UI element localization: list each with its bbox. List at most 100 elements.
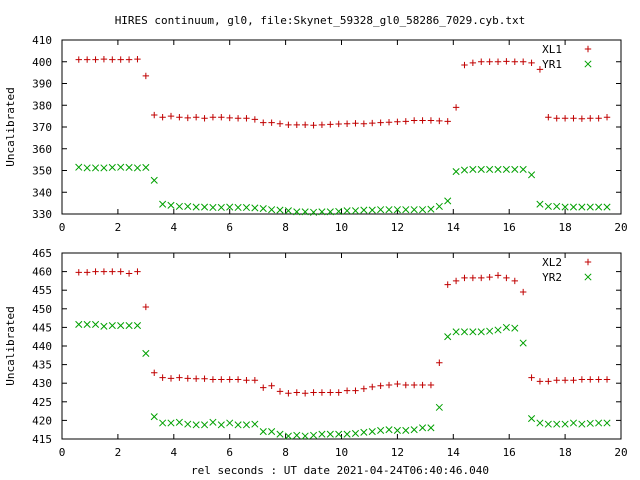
- data-point: [268, 206, 276, 214]
- data-point: [419, 206, 427, 214]
- data-point: [595, 203, 603, 211]
- data-point: [477, 165, 485, 173]
- data-point: [587, 376, 594, 383]
- data-point: [150, 176, 158, 184]
- data-point: [318, 121, 326, 129]
- data-point: [217, 203, 225, 212]
- data-point: [528, 59, 535, 67]
- data-point: [494, 326, 502, 334]
- data-point: [151, 111, 158, 119]
- data-point: [285, 121, 292, 129]
- data-point: [301, 432, 309, 440]
- data-point: [586, 203, 594, 211]
- data-point: [201, 115, 208, 122]
- data-point: [217, 421, 225, 429]
- data-point: [553, 420, 561, 428]
- data-point: [436, 359, 443, 366]
- data-point: [377, 382, 384, 390]
- data-point: [109, 56, 116, 63]
- data-point: [285, 390, 292, 397]
- data-point: [444, 333, 452, 341]
- data-point: [360, 428, 368, 436]
- data-point: [226, 203, 234, 211]
- chart-title: HIRES continuum, gl0, file:Skynet_59328_…: [115, 14, 526, 27]
- data-point: [511, 324, 519, 332]
- data-point: [242, 203, 251, 212]
- data-point: [293, 389, 300, 396]
- data-point: [134, 55, 141, 63]
- data-point: [326, 430, 334, 438]
- data-point: [377, 206, 385, 214]
- data-point: [100, 268, 108, 275]
- data-point: [578, 420, 586, 428]
- data-point: [142, 163, 150, 172]
- data-point: [125, 56, 133, 63]
- legend-label: YR2: [542, 271, 562, 284]
- data-point: [268, 382, 275, 390]
- data-point: [460, 166, 469, 174]
- bottom-y-tick-label: 430: [32, 377, 52, 390]
- data-point: [427, 117, 435, 124]
- legend-marker: [584, 273, 592, 281]
- data-point: [108, 163, 116, 172]
- bottom-y-tick-label: 460: [32, 266, 52, 279]
- bottom-y-tick-label: 465: [32, 247, 52, 260]
- data-point: [209, 203, 217, 212]
- data-point: [511, 165, 519, 173]
- data-point: [260, 119, 267, 126]
- data-point: [553, 115, 560, 122]
- data-point: [360, 120, 368, 127]
- data-point: [335, 120, 342, 128]
- bottom-x-tick-label: 6: [226, 446, 233, 459]
- data-point: [234, 376, 242, 383]
- top-x-tick-label: 4: [170, 221, 177, 234]
- data-point: [200, 421, 209, 429]
- data-point: [184, 202, 192, 210]
- top-y-tick-label: 400: [32, 56, 52, 69]
- data-point: [553, 377, 560, 384]
- bottom-x-tick-label: 4: [170, 446, 177, 459]
- bottom-x-tick-label: 18: [558, 446, 571, 459]
- bottom-series-xl2: [75, 268, 611, 397]
- data-point: [83, 164, 91, 172]
- top-y-tick-label: 370: [32, 121, 52, 134]
- data-point: [251, 116, 259, 123]
- data-point: [519, 339, 527, 347]
- data-point: [318, 208, 326, 216]
- data-point: [100, 55, 108, 63]
- bottom-panel: 0 2 4 6 8 10 12 14 16 18 20 415 420 425 430 435 440 445 45…: [4, 247, 628, 459]
- data-point: [276, 388, 284, 395]
- bottom-x-tick-label: 20: [614, 446, 627, 459]
- data-point: [394, 118, 401, 125]
- bottom-plot-frame: [61, 252, 622, 440]
- data-point: [385, 206, 393, 214]
- data-point: [603, 114, 611, 121]
- data-point: [100, 164, 108, 172]
- data-point: [452, 168, 460, 176]
- data-point: [519, 165, 527, 173]
- data-point: [259, 205, 267, 213]
- bottom-y-tick-label: 435: [32, 359, 52, 372]
- data-point: [570, 377, 577, 384]
- data-point: [159, 419, 167, 427]
- bottom-x-tick-label: 10: [335, 446, 348, 459]
- data-point: [477, 328, 485, 336]
- data-point: [511, 58, 518, 65]
- data-point: [511, 277, 518, 285]
- legend-marker: [584, 258, 592, 266]
- bottom-x-tick-label: 16: [503, 446, 516, 459]
- top-x-tick-label: 6: [226, 221, 233, 234]
- data-point: [561, 203, 569, 211]
- data-point: [452, 328, 460, 336]
- data-point: [486, 165, 494, 173]
- data-point: [151, 369, 158, 376]
- data-point: [494, 272, 502, 279]
- data-point: [536, 378, 544, 385]
- data-point: [117, 56, 124, 63]
- data-point: [276, 206, 284, 214]
- top-x-tick-label: 12: [391, 221, 404, 234]
- data-point: [502, 165, 510, 173]
- data-point: [301, 208, 309, 216]
- data-point: [578, 115, 586, 122]
- bottom-y-tick-label: 420: [32, 414, 52, 427]
